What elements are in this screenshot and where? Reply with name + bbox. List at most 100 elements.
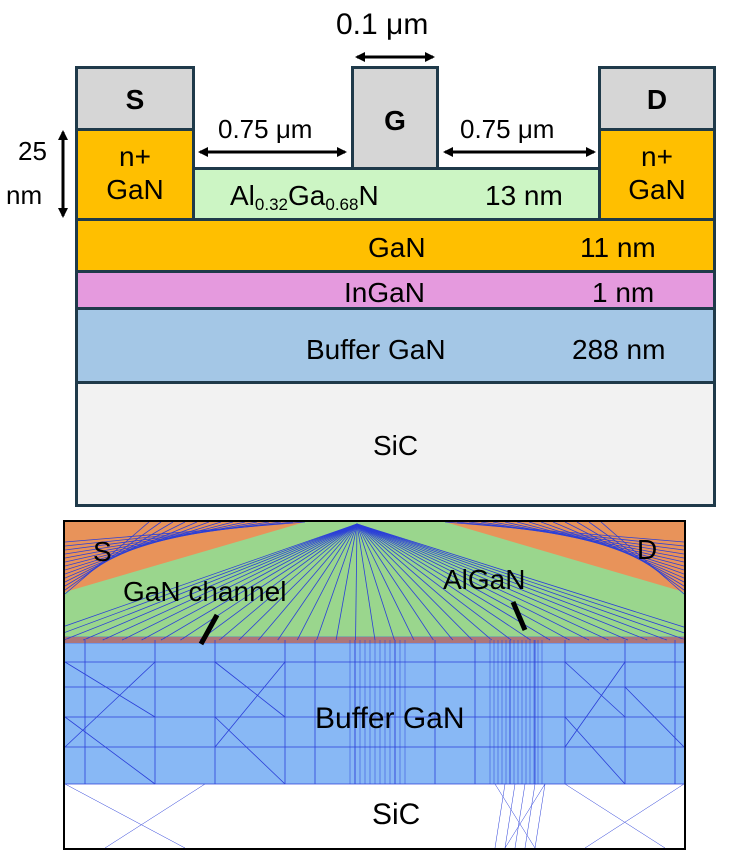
source-n-plus-line2: GaN — [106, 174, 164, 205]
mesh-line — [65, 522, 162, 591]
buffer-gan-layer: Buffer GaN 288 nm — [75, 307, 716, 384]
mesh-line — [456, 522, 684, 547]
mesh-line — [238, 523, 358, 641]
mesh-line — [564, 661, 626, 718]
mesh-source-label: S — [93, 536, 112, 567]
drain-label: D — [646, 84, 668, 115]
mesh-line — [65, 522, 174, 587]
mesh-line — [540, 522, 684, 575]
mesh-line — [65, 522, 150, 595]
mesh-line — [356, 523, 590, 641]
mesh-line — [65, 522, 294, 547]
mesh-line — [355, 523, 358, 641]
mesh-substrate-region — [65, 784, 684, 848]
mesh-line — [356, 523, 512, 641]
mesh-line — [65, 522, 186, 583]
mesh-line — [356, 523, 684, 640]
mesh-line — [600, 522, 684, 595]
mesh-line — [576, 522, 684, 587]
mesh-buffer-label: Buffer GaN — [315, 702, 465, 735]
mesh-line — [552, 522, 684, 579]
mesh-line — [564, 522, 684, 583]
mesh-line — [65, 522, 270, 555]
mesh-line — [494, 783, 506, 848]
mesh-line — [65, 523, 358, 627]
mesh-line — [160, 523, 358, 641]
mesh-line — [83, 523, 358, 641]
mesh-line — [104, 783, 206, 848]
mesh-line — [356, 523, 434, 641]
mesh-line — [480, 522, 684, 555]
mesh-line — [356, 523, 667, 641]
mesh-line — [65, 783, 186, 848]
mesh-line — [65, 522, 198, 579]
mesh-line — [65, 661, 156, 718]
barrier-thickness: 13 nm — [485, 180, 563, 211]
mesh-line — [356, 523, 473, 641]
simulation-mesh-panel: S D GaN channel AlGaN Buffer GaN SiC — [63, 520, 686, 850]
algan-barrier-layer: Al0.32Ga0.68N 13 nm — [192, 167, 601, 221]
height-label-top: 25 — [18, 136, 47, 166]
mesh-line — [65, 716, 156, 785]
channel-thickness: 11 nm — [580, 232, 656, 263]
mesh-lines — [65, 522, 684, 848]
mesh-line — [504, 783, 516, 848]
mesh-line — [534, 783, 546, 848]
mesh-line — [356, 523, 648, 641]
mesh-line — [65, 523, 358, 633]
mesh-channel-strip — [65, 637, 684, 643]
mesh-line — [356, 523, 570, 641]
mesh-line — [504, 783, 546, 848]
ingan-thickness: 1 nm — [592, 277, 655, 308]
mesh-line — [65, 661, 156, 748]
mesh-line — [356, 523, 454, 641]
mesh-pointer-lines — [198, 601, 528, 646]
channel-name: GaN — [368, 232, 426, 263]
drain-n-plus-line1: n+ — [641, 141, 673, 172]
mesh-line — [199, 523, 358, 641]
source-n-plus-line1: n+ — [119, 141, 151, 172]
mesh-line — [514, 783, 526, 848]
left-spacing-label: 0.75 μm — [218, 114, 313, 144]
buffer-name: Buffer GaN — [306, 334, 446, 365]
mesh-line — [492, 522, 684, 559]
mesh-line — [65, 522, 258, 559]
mesh-channel-label: GaN channel — [123, 576, 287, 607]
mesh-line — [624, 686, 684, 748]
mesh-line — [258, 523, 358, 641]
mesh-line — [102, 523, 358, 641]
mesh-line — [356, 523, 609, 641]
mesh-line — [564, 716, 626, 785]
right-spacing-label: 0.75 μm — [460, 114, 555, 144]
mesh-line — [277, 523, 358, 641]
algan-pointer — [510, 601, 528, 631]
mesh-line — [65, 522, 210, 575]
mesh-line — [494, 783, 536, 848]
mesh-line — [356, 523, 684, 628]
mesh-line — [214, 716, 286, 785]
mesh-line — [65, 523, 358, 640]
mesh-line — [468, 522, 684, 551]
mesh-line — [524, 783, 536, 848]
mesh-line — [180, 523, 358, 641]
drain-contact: D — [598, 66, 716, 131]
mesh-algan-label: AlGaN — [443, 564, 526, 595]
channel-pointer — [198, 613, 220, 646]
mesh-line — [564, 783, 666, 848]
mesh-buffer-region — [65, 640, 684, 784]
mesh-substrate-label: SiC — [372, 798, 421, 831]
mesh-line — [356, 523, 492, 641]
drain-n-plus-line2: GaN — [628, 174, 686, 205]
dimension-arrows — [58, 52, 596, 218]
mesh-line — [356, 523, 415, 641]
mesh-line — [588, 522, 684, 591]
mesh-line — [356, 523, 395, 641]
buffer-thickness: 288 nm — [572, 334, 666, 365]
sic-substrate: SiC — [75, 381, 716, 507]
mesh-line — [584, 783, 684, 848]
mesh-line — [316, 523, 358, 641]
drain-n-plus-region: n+ GaN — [598, 128, 716, 221]
height-label-bottom: nm — [6, 180, 43, 210]
mesh-line — [335, 523, 358, 641]
mesh-line — [65, 522, 282, 551]
